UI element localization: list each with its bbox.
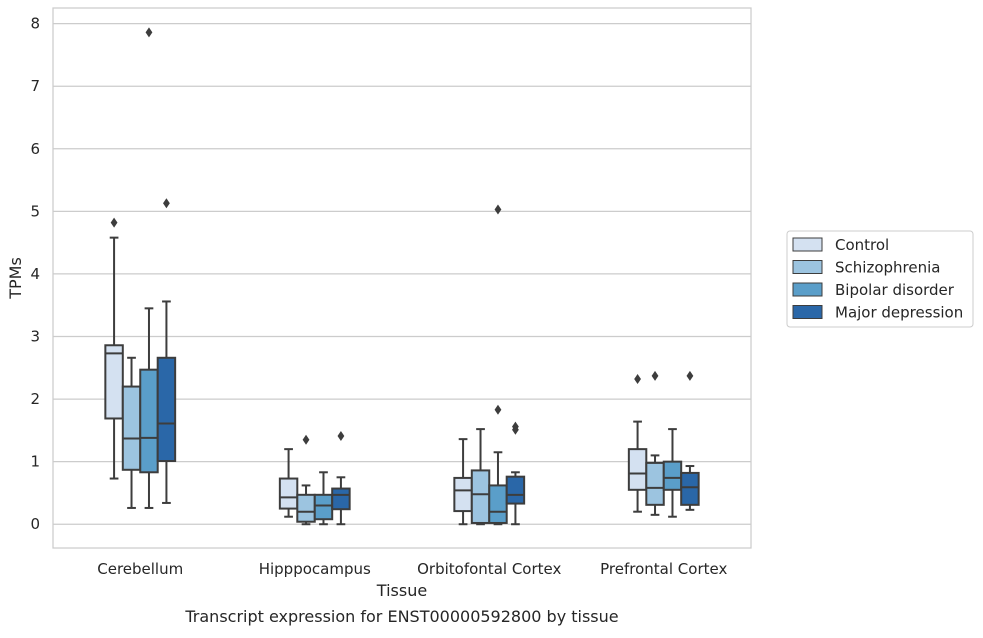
box-3-0: [627, 374, 648, 513]
x-axis-label: Tissue: [376, 581, 427, 600]
legend-swatch-1: [792, 260, 823, 274]
legend-label-2: Bipolar disorder: [835, 281, 955, 299]
y-tick-label: 2: [30, 390, 40, 408]
box-3-2: [662, 428, 683, 518]
legend-swatch-3: [792, 305, 823, 319]
outlier-point: [337, 430, 345, 441]
legend-swatch-0: [792, 237, 823, 252]
outlier-point: [512, 421, 519, 432]
box-2-3: [505, 421, 526, 526]
iqr-box: [121, 385, 142, 471]
x-tick-label: Orbitofontal Cortex: [417, 560, 561, 578]
y-tick-label: 0: [30, 515, 40, 533]
figure-caption: Transcript expression for ENST0000059280…: [184, 607, 618, 626]
iqr-box: [645, 461, 665, 506]
y-tick-label: 7: [30, 77, 40, 95]
box-0-1: [121, 356, 142, 509]
iqr-box: [278, 477, 299, 510]
iqr-box: [488, 484, 508, 524]
box-3-3: [680, 370, 700, 511]
iqr-box: [680, 471, 700, 506]
legend: Control Schizophrenia Bipolar disorder Majo…: [786, 230, 974, 328]
box-3-1: [645, 370, 665, 516]
x-tick-label: Hipppocampus: [259, 560, 371, 578]
y-tick-label: 8: [30, 15, 40, 33]
outlier-point: [686, 370, 694, 381]
iqr-box: [331, 487, 351, 511]
legend-swatch-2: [792, 282, 823, 297]
outlier-point: [494, 204, 502, 215]
legend-label-0: Control: [835, 236, 889, 254]
outlier-point: [634, 374, 641, 385]
outlier-point: [163, 198, 170, 209]
box-1-3: [331, 430, 351, 526]
plot-frame: [52, 7, 752, 549]
legend-label-1: Schizophrenia: [835, 259, 940, 277]
iqr-box: [296, 493, 316, 523]
iqr-box: [139, 368, 159, 474]
iqr-box: [453, 476, 473, 513]
legend-frame: [786, 230, 974, 328]
iqr-box: [313, 493, 334, 521]
y-axis-label: TPMs: [6, 257, 25, 300]
box-0-0: [104, 217, 124, 480]
iqr-box: [627, 448, 648, 491]
outlier-point: [494, 404, 502, 415]
box-0-2: [139, 27, 159, 509]
box-plot-marks: [104, 27, 700, 526]
box-2-0: [453, 438, 473, 526]
x-tick-labels: Cerebellum Hipppocampus Orbitofontal Corte…: [97, 560, 727, 578]
y-tick-label: 1: [30, 453, 40, 471]
iqr-box: [662, 460, 683, 491]
x-tick-label: Prefrontal Cortex: [600, 560, 727, 578]
x-tick-label: Cerebellum: [97, 560, 183, 578]
box-2-2: [488, 204, 508, 526]
box-0-3: [156, 198, 177, 504]
outlier-point: [302, 434, 310, 445]
box-1-2: [313, 471, 334, 526]
y-tick-labels: 0 1 2 3 4 5 6 7 8: [30, 15, 40, 534]
iqr-box: [156, 356, 177, 463]
box-1-0: [278, 448, 299, 518]
outlier-point: [110, 217, 118, 228]
outlier-point: [651, 370, 659, 381]
iqr-box: [104, 344, 124, 420]
y-tick-label: 6: [30, 140, 40, 158]
box-2-1: [470, 428, 491, 526]
outlier-point: [145, 27, 153, 38]
y-tick-label: 3: [30, 328, 40, 346]
y-tick-label: 4: [30, 265, 40, 283]
box-1-1: [296, 434, 316, 526]
y-tick-label: 5: [30, 202, 40, 220]
legend-label-3: Major depression: [835, 304, 963, 322]
iqr-box: [505, 475, 526, 505]
iqr-box: [470, 469, 491, 524]
